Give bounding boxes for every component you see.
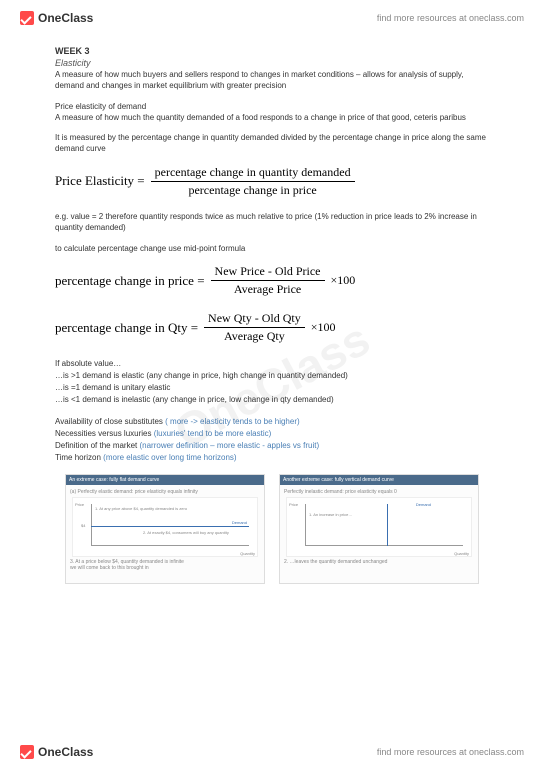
denominator: Average Qty [220, 328, 289, 344]
logo-icon [20, 11, 34, 25]
x-axis [305, 545, 463, 546]
note: 2. At exactly $4, consumers will buy any… [143, 530, 229, 535]
axis-label: Quantity [454, 551, 469, 556]
abs-rule: …is =1 demand is unitary elastic [55, 382, 489, 394]
note: 2. …leaves the quantity demanded unchang… [284, 559, 474, 565]
numerator: New Price - Old Price [211, 264, 325, 281]
note: 1. An increase in price… [309, 512, 352, 517]
formula-qty-change: percentage change in Qty = New Qty - Old… [55, 311, 489, 344]
formula-elasticity: Price Elasticity = percentage change in … [55, 165, 489, 198]
absolute-value-rules: If absolute value… …is >1 demand is elas… [55, 358, 489, 406]
week-label: WEEK 3 [55, 46, 489, 56]
slide-thumb[interactable]: An extreme case: fully flat demand curve… [65, 474, 265, 584]
axis-label: Quantity [240, 551, 255, 556]
note: 1. At any price above $4, quantity deman… [95, 506, 187, 511]
formula-price-change: percentage change in price = New Price -… [55, 264, 489, 297]
logo-icon [20, 745, 34, 759]
intro-para: A measure of how much buyers and sellers… [55, 70, 489, 92]
example-para: e.g. value = 2 therefore quantity respon… [55, 212, 489, 234]
fraction: New Price - Old Price Average Price [211, 264, 325, 297]
factors-list: Availability of close substitutes ( more… [55, 416, 489, 464]
slide-thumb[interactable]: Another extreme case: fully vertical dem… [279, 474, 479, 584]
slide-thumbnails: An extreme case: fully flat demand curve… [55, 474, 489, 584]
mini-chart-elastic: Price Quantity $4 Demand 1. At any price… [72, 497, 258, 557]
factor-row: Definition of the market (narrower defin… [55, 440, 489, 452]
slide-caption: Perfectly inelastic demand: price elasti… [284, 489, 474, 495]
formula-lhs: percentage change in Qty = [55, 320, 198, 336]
factor-row: Availability of close substitutes ( more… [55, 416, 489, 428]
logo-text: OneClass [38, 11, 93, 25]
document-body: WEEK 3 Elasticity A measure of how much … [0, 36, 544, 584]
logo-text: OneClass [38, 745, 93, 759]
factor-row: Necessities versus luxuries (luxuries' t… [55, 428, 489, 440]
ped-heading: Price elasticity of demand [55, 102, 489, 111]
times-100: ×100 [331, 273, 356, 288]
mini-chart-inelastic: Price Quantity Demand 1. An increase in … [286, 497, 472, 557]
ped-body: A measure of how much the quantity deman… [55, 113, 489, 124]
footer: OneClass find more resources at oneclass… [0, 734, 544, 770]
tagline: find more resources at oneclass.com [377, 13, 524, 23]
x-axis [91, 545, 249, 546]
abs-rule: …is >1 demand is elastic (any change in … [55, 370, 489, 382]
axis-label: Price [289, 502, 298, 507]
measured-para: It is measured by the percentage change … [55, 133, 489, 155]
midpoint-para: to calculate percentage change use mid-p… [55, 244, 489, 255]
demand-label: Demand [416, 502, 431, 507]
y-axis [305, 504, 306, 546]
demand-label: Demand [232, 520, 247, 525]
factor-row: Time horizon (more elastic over long tim… [55, 452, 489, 464]
logo[interactable]: OneClass [20, 11, 93, 25]
header: OneClass find more resources at oneclass… [0, 0, 544, 36]
abs-head: If absolute value… [55, 358, 489, 370]
formula-lhs: Price Elasticity = [55, 173, 145, 189]
slide-caption: (a) Perfectly elastic demand: price elas… [70, 489, 260, 495]
numerator: percentage change in quantity demanded [151, 165, 355, 182]
numerator: New Qty - Old Qty [204, 311, 305, 328]
fraction: percentage change in quantity demanded p… [151, 165, 355, 198]
denominator: Average Price [230, 281, 305, 297]
times-100: ×100 [311, 320, 336, 335]
axis-label: Price [75, 502, 84, 507]
slide-header: Another extreme case: fully vertical dem… [280, 475, 478, 485]
denominator: percentage change in price [184, 182, 320, 198]
section-title: Elasticity [55, 58, 489, 68]
slide-header: An extreme case: fully flat demand curve [66, 475, 264, 485]
demand-line-horizontal [91, 526, 249, 527]
slide-footer: we will come back to this brought in [70, 565, 260, 571]
demand-line-vertical [387, 504, 388, 546]
y-axis [91, 504, 92, 546]
fraction: New Qty - Old Qty Average Qty [204, 311, 305, 344]
logo[interactable]: OneClass [20, 745, 93, 759]
abs-rule: …is <1 demand is inelastic (any change i… [55, 394, 489, 406]
tagline: find more resources at oneclass.com [377, 747, 524, 757]
price-label: $4 [81, 523, 85, 528]
formula-lhs: percentage change in price = [55, 273, 205, 289]
